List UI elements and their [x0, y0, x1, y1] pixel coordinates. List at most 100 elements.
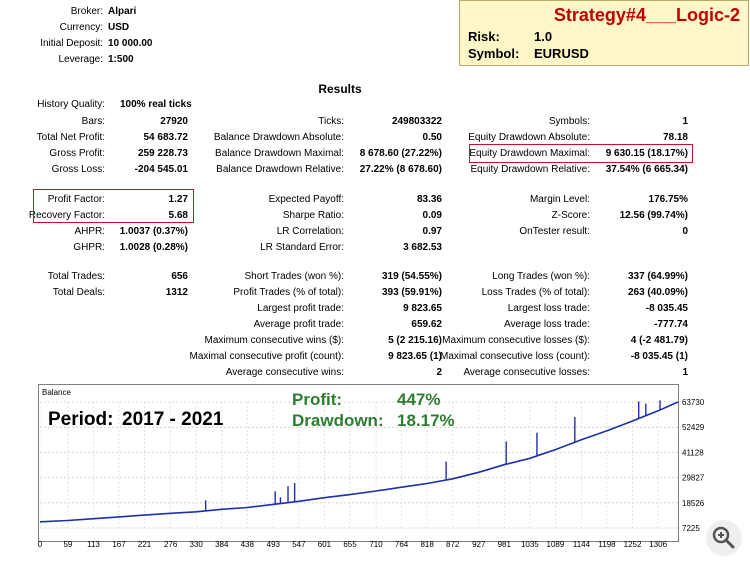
x-tick-label: 1144 — [573, 540, 591, 549]
x-tick-label: 276 — [164, 540, 178, 549]
results-title: Results — [318, 82, 362, 96]
symbols-value: 1 — [682, 116, 688, 127]
y-tick-label: 41128 — [682, 448, 704, 457]
ticks-label: Ticks: — [318, 116, 344, 127]
ghpr-label: GHPR: — [73, 242, 105, 253]
balance-drawdown-maximal-label: Balance Drawdown Maximal: — [215, 148, 344, 159]
bars-value: 27920 — [160, 116, 188, 127]
x-tick-label: 547 — [292, 540, 306, 549]
sharpe-ratio-label: Sharpe Ratio: — [282, 210, 344, 221]
x-tick-label: 1089 — [547, 540, 565, 549]
profit-value: 447% — [397, 390, 440, 409]
balance-line — [39, 401, 679, 523]
equity-drawdown-maximal-label: Equity Drawdown Maximal: — [469, 148, 590, 159]
expected-payoff-label: Expected Payoff: — [268, 194, 344, 205]
x-tick-label: 1252 — [624, 540, 642, 549]
zoom-in-icon[interactable] — [706, 520, 742, 556]
profit-trades-label: Profit Trades (% of total): — [233, 287, 344, 298]
ontester-result-value: 0 — [682, 226, 688, 237]
x-tick-label: 1198 — [598, 540, 616, 549]
largest-loss-trade-value: -8 035.45 — [645, 303, 688, 314]
equity-drawdown-absolute-label: Equity Drawdown Absolute: — [468, 132, 590, 143]
lr-correlation-label: LR Correlation: — [276, 226, 344, 237]
average-consecutive-wins-label: Average consecutive wins: — [225, 367, 344, 378]
z-score-label: Z-Score: — [551, 210, 590, 221]
maximal-consecutive-profit-label: Maximal consecutive profit (count): — [189, 351, 344, 362]
x-tick-label: 493 — [267, 540, 281, 549]
profit-label: Profit: — [292, 390, 342, 409]
largest-profit-trade-label: Largest profit trade: — [257, 303, 344, 314]
lr-standard-error-label: LR Standard Error: — [260, 242, 344, 253]
bars-label: Bars: — [81, 116, 105, 127]
x-tick-label: 0 — [38, 540, 43, 549]
average-loss-trade-value: -777.74 — [654, 319, 688, 330]
x-tick-label: 601 — [318, 540, 332, 549]
total-deals-label: Total Deals: — [52, 287, 105, 298]
x-tick-label: 438 — [241, 540, 255, 549]
chart-title: Balance — [42, 388, 71, 397]
x-tick-label: 1306 — [649, 540, 667, 549]
maximal-consecutive-loss-label: Maximal consecutive loss (count): — [440, 351, 591, 362]
x-tick-label: 927 — [472, 540, 486, 549]
average-consecutive-losses-value: 1 — [682, 367, 688, 378]
average-loss-trade-label: Average loss trade: — [504, 319, 590, 330]
x-tick-label: 330 — [190, 540, 204, 549]
average-consecutive-wins-value: 2 — [436, 367, 442, 378]
total-trades-label: Total Trades: — [47, 271, 105, 282]
ontester-result-label: OnTester result: — [519, 226, 590, 237]
x-tick-label: 710 — [369, 540, 383, 549]
average-profit-trade-label: Average profit trade: — [253, 319, 344, 330]
period-value: 2017 - 2021 — [122, 409, 224, 430]
x-tick-label: 221 — [138, 540, 152, 549]
total-trades-value: 656 — [171, 271, 188, 282]
gross-loss-value: -204 545.01 — [134, 164, 188, 175]
long-trades-value: 337 (64.99%) — [627, 271, 688, 282]
drawdown-value: 18.17% — [397, 411, 455, 430]
balance-drawdown-maximal-value: 8 678.60 (27.22%) — [359, 148, 442, 159]
gross-profit-value: 259 228.73 — [137, 148, 188, 159]
margin-level-label: Margin Level: — [529, 194, 590, 205]
x-tick-label: 818 — [420, 540, 434, 549]
ghpr-value: 1.0028 (0.28%) — [119, 242, 188, 253]
lr-standard-error-value: 3 682.53 — [403, 242, 442, 253]
loss-trades-label: Loss Trades (% of total): — [481, 287, 590, 298]
symbol-value: EURUSD — [534, 46, 589, 61]
strategy-box: Strategy#4___Logic-2 Risk: 1.0 Symbol: E… — [459, 0, 749, 66]
long-trades-label: Long Trades (won %): — [492, 271, 590, 282]
x-tick-label: 764 — [395, 540, 409, 549]
broker-label: Broker: — [70, 6, 103, 17]
expected-payoff-value: 83.36 — [416, 194, 442, 205]
max-consecutive-losses-value: 4 (-2 481.79) — [630, 335, 688, 346]
initial-deposit-value: 10 000.00 — [108, 38, 153, 49]
period-label: Period: — [48, 409, 113, 430]
leverage-value: 1:500 — [108, 54, 134, 65]
short-trades-label: Short Trades (won %): — [244, 271, 344, 282]
initial-deposit-label: Initial Deposit: — [40, 38, 103, 49]
history-quality-value: 100% real ticks — [120, 99, 192, 110]
factors-highlight-box — [33, 189, 194, 223]
balance-drawdown-relative-value: 27.22% (8 678.60) — [359, 164, 442, 175]
total-deals-value: 1312 — [165, 287, 188, 298]
average-profit-trade-value: 659.62 — [411, 319, 442, 330]
largest-loss-trade-label: Largest loss trade: — [507, 303, 590, 314]
ticks-value: 249803322 — [391, 116, 442, 127]
sharpe-ratio-value: 0.09 — [422, 210, 442, 221]
x-tick-label: 59 — [63, 540, 72, 549]
z-score-value: 12.56 (99.74%) — [619, 210, 688, 221]
balance-drawdown-absolute-label: Balance Drawdown Absolute: — [213, 132, 344, 143]
history-quality-label: History Quality: — [37, 99, 105, 110]
max-consecutive-wins-label: Maximum consecutive wins ($): — [204, 335, 344, 346]
balance-chart: Balance 63730 52429 41128 29827 18526 7225 0 5… — [38, 388, 705, 549]
x-tick-label: 981 — [498, 540, 512, 549]
broker-value: Alpari — [108, 6, 137, 17]
profit-trades-value: 393 (59.91%) — [381, 287, 442, 298]
risk-value: 1.0 — [534, 29, 553, 44]
recovery-factor-value: 5.68 — [168, 210, 188, 221]
y-tick-label: 52429 — [682, 423, 705, 432]
y-tick-label: 18526 — [682, 499, 705, 508]
x-tick-label: 384 — [215, 540, 229, 549]
equity-drawdown-absolute-value: 78.18 — [662, 132, 688, 143]
leverage-label: Leverage: — [58, 54, 103, 65]
loss-trades-value: 263 (40.09%) — [627, 287, 688, 298]
y-tick-label: 7225 — [682, 524, 700, 533]
